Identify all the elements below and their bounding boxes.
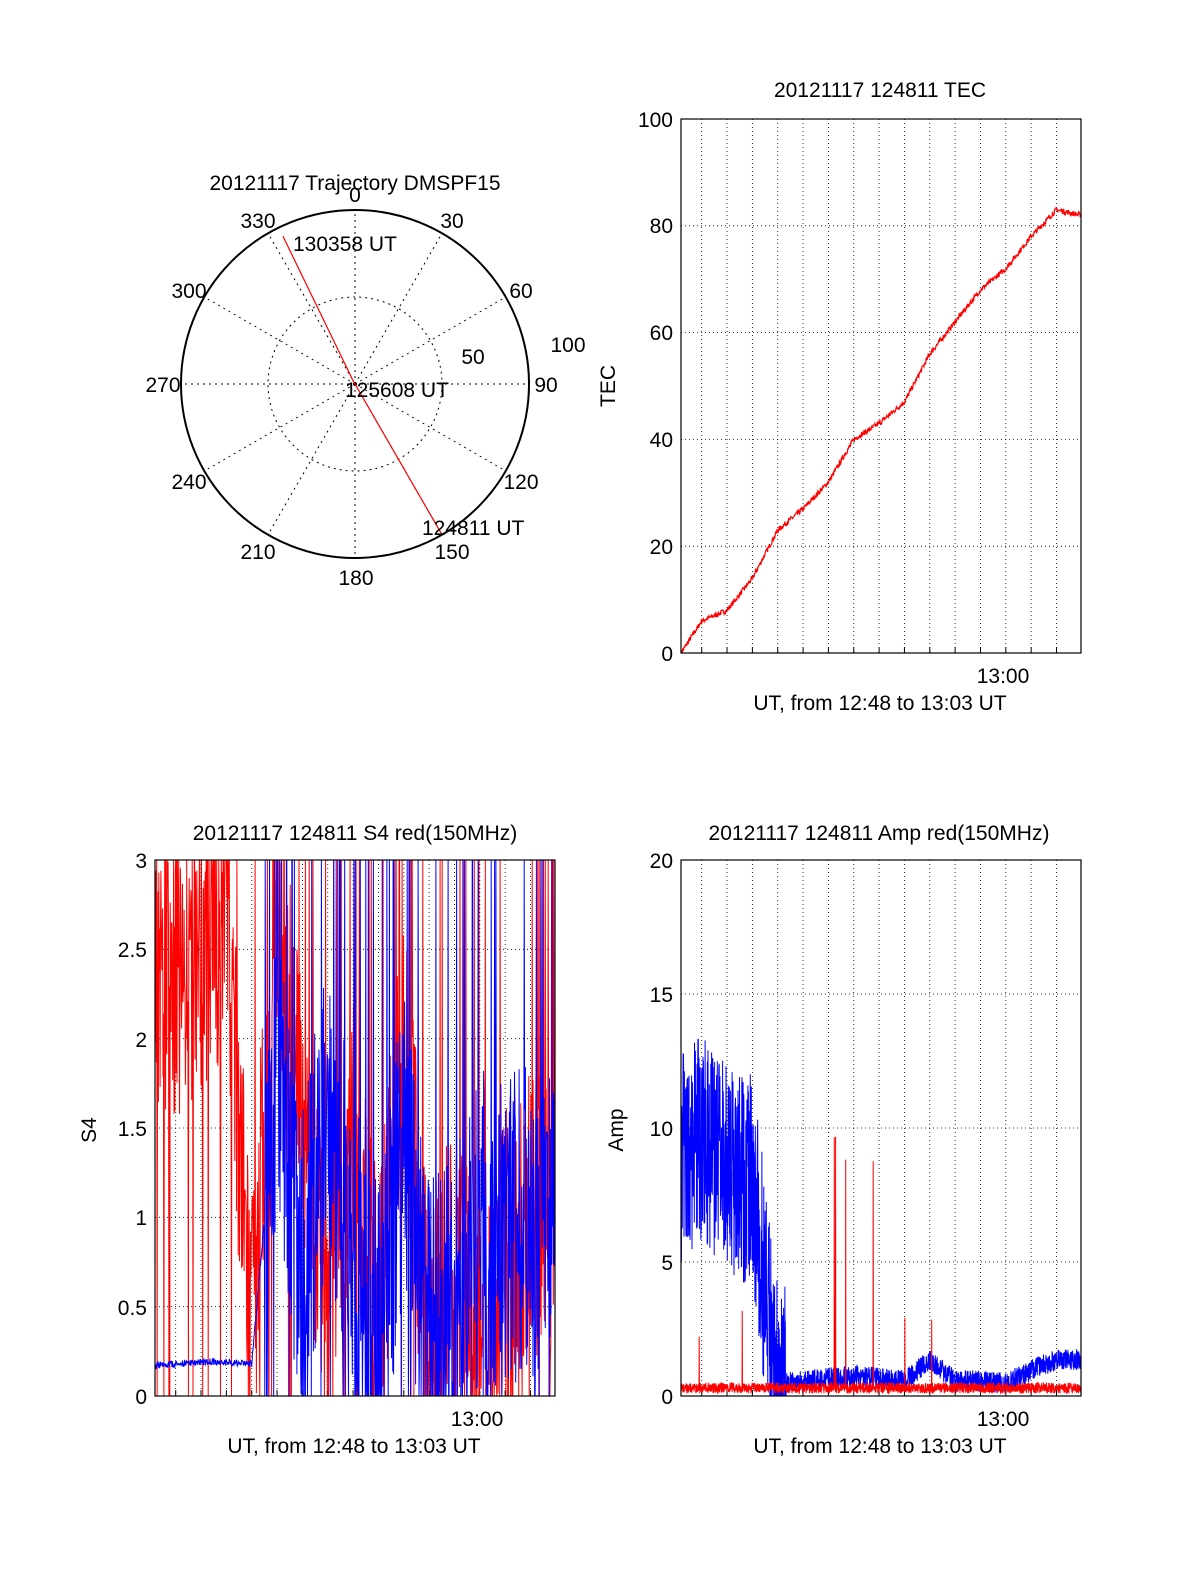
polar-spoke-300 xyxy=(204,296,356,385)
amp-ytick-15: 15 xyxy=(650,984,673,1007)
az-label-270: 270 xyxy=(145,374,180,397)
s4-ytick-0.5: 0.5 xyxy=(118,1297,147,1320)
amp-ytick-20: 20 xyxy=(650,850,673,873)
tec-ytick-80: 80 xyxy=(650,215,673,238)
s4-ytick-2.5: 2.5 xyxy=(118,939,147,962)
polar-title: 20121117 Trajectory DMSPF15 xyxy=(209,172,500,195)
amp-y-tick-labels: 0 5 10 15 20 xyxy=(650,850,673,1409)
tec-panel: 20121117 124811 TEC 0 20 40 60 80 100 13… xyxy=(597,79,1082,715)
az-label-30: 30 xyxy=(440,210,463,233)
amp-xlabel: UT, from 12:48 to 13:03 UT xyxy=(753,1435,1006,1458)
tec-xlabel: UT, from 12:48 to 13:03 UT xyxy=(753,692,1006,715)
s4-ylabel: S4 xyxy=(78,1117,101,1143)
trajectory-track xyxy=(282,236,443,535)
s4-series-blue xyxy=(154,859,556,1397)
s4-plot-frame xyxy=(154,859,556,1397)
tec-title: 20121117 124811 TEC xyxy=(774,79,986,102)
s4-ytick-1.5: 1.5 xyxy=(118,1118,147,1141)
s4-xlabel: UT, from 12:48 to 13:03 UT xyxy=(227,1435,480,1458)
tec-plot-frame xyxy=(680,118,1082,654)
s4-ytick-0: 0 xyxy=(135,1386,147,1409)
amp-ylabel: Amp xyxy=(605,1108,628,1151)
az-label-150: 150 xyxy=(434,541,469,564)
amp-series-red xyxy=(680,1136,1082,1395)
amp-ytick-10: 10 xyxy=(650,1118,673,1141)
polar-azimuth-labels: 0 30 60 90 120 150 180 210 240 270 300 3… xyxy=(145,184,557,590)
polar-spoke-240 xyxy=(204,383,356,472)
s4-xtick-1300: 13:00 xyxy=(451,1408,504,1431)
az-label-120: 120 xyxy=(503,471,538,494)
amp-plot-frame xyxy=(680,859,1082,1397)
polar-spoke-120 xyxy=(354,383,506,472)
s4-blue-line xyxy=(154,859,556,1397)
tec-ytick-20: 20 xyxy=(650,536,673,559)
amp-grid xyxy=(681,859,1081,1397)
amp-blue-line xyxy=(680,1038,1082,1397)
polar-outer-ring xyxy=(180,209,530,559)
s4-panel: 20121117 124811 S4 red(150MHz) 0 0.5 1 1… xyxy=(78,822,556,1458)
amp-ytick-5: 5 xyxy=(661,1252,673,1275)
polar-inner-ring xyxy=(267,296,443,472)
s4-title: 20121117 124811 S4 red(150MHz) xyxy=(193,822,518,845)
amp-red-line xyxy=(680,1136,1082,1395)
s4-ytick-3: 3 xyxy=(135,850,147,873)
tec-ytick-40: 40 xyxy=(650,429,673,452)
az-label-90: 90 xyxy=(534,374,557,397)
amp-title: 20121117 124811 Amp red(150MHz) xyxy=(709,822,1050,845)
amp-panel: 20121117 124811 Amp red(150MHz) 0 5 10 1… xyxy=(605,822,1082,1458)
time-label-start: 124811 UT xyxy=(422,517,525,540)
az-label-0: 0 xyxy=(349,184,361,207)
tec-ytick-0: 0 xyxy=(661,643,673,666)
tec-ylabel: TEC xyxy=(597,365,620,407)
s4-y-tick-labels: 0 0.5 1 1.5 2 2.5 3 xyxy=(118,850,147,1409)
az-label-300: 300 xyxy=(171,280,206,303)
tec-ytick-60: 60 xyxy=(650,322,673,345)
az-label-240: 240 xyxy=(171,471,206,494)
tec-grid xyxy=(681,118,1081,654)
amp-xtick-1300: 13:00 xyxy=(977,1408,1030,1431)
polar-spoke-210 xyxy=(267,383,356,535)
tec-ytick-100: 100 xyxy=(638,109,673,132)
az-label-180: 180 xyxy=(338,567,373,590)
tec-y-tick-labels: 0 20 40 60 80 100 xyxy=(638,109,673,666)
az-label-60: 60 xyxy=(509,280,532,303)
polar-spoke-60 xyxy=(354,296,506,385)
tec-xtick-1300: 13:00 xyxy=(977,665,1030,688)
polar-spoke-30 xyxy=(354,233,443,385)
tec-series-red xyxy=(680,206,1082,654)
radial-label-100: 100 xyxy=(550,334,585,357)
s4-ytick-1: 1 xyxy=(135,1207,147,1230)
polar-trajectory-panel: 20121117 Trajectory DMSPF15 0 30 60 90 1… xyxy=(145,172,585,590)
polar-spoke-330 xyxy=(267,233,356,385)
az-label-330: 330 xyxy=(240,210,275,233)
time-label-mid: 125608 UT xyxy=(345,379,449,402)
time-label-end: 130358 UT xyxy=(293,233,397,256)
amp-series-blue xyxy=(680,1038,1082,1397)
az-label-210: 210 xyxy=(240,541,275,564)
s4-ytick-2: 2 xyxy=(135,1029,147,1052)
amp-ytick-0: 0 xyxy=(661,1386,673,1409)
radial-label-50: 50 xyxy=(461,346,484,369)
